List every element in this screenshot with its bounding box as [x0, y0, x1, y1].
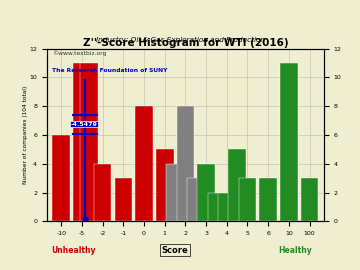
- Text: Industry: Oil & Gas Exploration and Production: Industry: Oil & Gas Exploration and Prod…: [95, 36, 265, 43]
- Text: Score: Score: [162, 246, 188, 255]
- Text: Healthy: Healthy: [279, 246, 312, 255]
- Title: Z''-Score Histogram for WTI (2016): Z''-Score Histogram for WTI (2016): [82, 38, 288, 48]
- Bar: [197, 164, 215, 221]
- Bar: [177, 106, 194, 221]
- Bar: [208, 193, 225, 221]
- Bar: [135, 106, 153, 221]
- Bar: [53, 135, 70, 221]
- Bar: [280, 63, 298, 221]
- Bar: [259, 178, 277, 221]
- Bar: [94, 164, 112, 221]
- Text: ©www.textbiz.org: ©www.textbiz.org: [52, 50, 107, 56]
- Bar: [187, 178, 204, 221]
- Text: The Research Foundation of SUNY: The Research Foundation of SUNY: [52, 68, 168, 73]
- Bar: [228, 149, 246, 221]
- Bar: [301, 178, 318, 221]
- Bar: [114, 178, 132, 221]
- Text: Unhealthy: Unhealthy: [51, 246, 95, 255]
- Text: -4.5479: -4.5479: [71, 122, 98, 127]
- Bar: [80, 63, 98, 221]
- Bar: [280, 135, 298, 221]
- Bar: [218, 193, 235, 221]
- Bar: [73, 63, 91, 221]
- Y-axis label: Number of companies (104 total): Number of companies (104 total): [23, 86, 28, 184]
- Bar: [239, 178, 256, 221]
- Bar: [166, 164, 184, 221]
- Bar: [156, 149, 174, 221]
